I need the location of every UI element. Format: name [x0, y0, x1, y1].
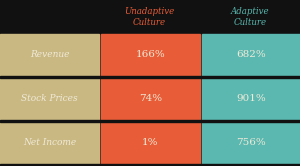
Bar: [101, 122, 200, 164]
Bar: [0, 34, 99, 76]
Bar: [0, 78, 99, 120]
Text: 901%: 901%: [236, 94, 266, 103]
Text: Revenue: Revenue: [30, 50, 69, 59]
Text: 1%: 1%: [142, 138, 159, 147]
Bar: [101, 78, 200, 120]
Bar: [202, 122, 300, 164]
Bar: [0, 0, 300, 34]
Text: 682%: 682%: [236, 50, 266, 59]
Text: 74%: 74%: [139, 94, 162, 103]
Text: 756%: 756%: [236, 138, 266, 147]
Bar: [202, 34, 300, 76]
Text: 166%: 166%: [136, 50, 165, 59]
Bar: [0, 164, 300, 166]
Bar: [0, 120, 300, 122]
Bar: [202, 78, 300, 120]
Text: Adaptive
Culture: Adaptive Culture: [230, 7, 269, 27]
Text: Net Income: Net Income: [23, 138, 76, 147]
Text: Stock Prices: Stock Prices: [21, 94, 78, 103]
Bar: [101, 34, 200, 76]
Text: Unadaptive
Culture: Unadaptive Culture: [124, 7, 174, 27]
Bar: [0, 122, 99, 164]
Bar: [0, 76, 300, 78]
